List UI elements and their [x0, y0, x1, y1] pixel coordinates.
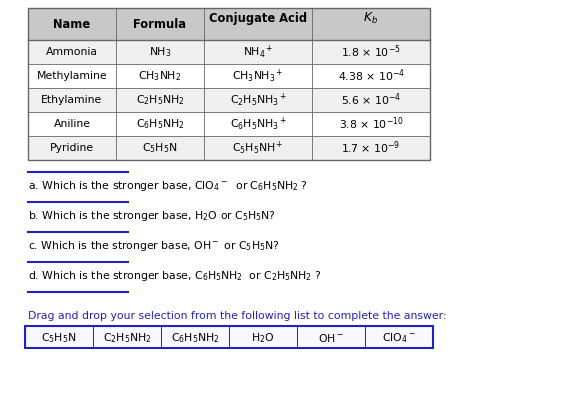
Text: 5.6 × 10$^{-4}$: 5.6 × 10$^{-4}$ [341, 92, 401, 108]
Text: Conjugate Acid: Conjugate Acid [209, 12, 307, 25]
Text: c. Which is the stronger base, OH$^-$ or C$_5$H$_5$N?: c. Which is the stronger base, OH$^-$ or… [28, 239, 279, 253]
Bar [28, 8, 430, 40]
Text: C$_2$H$_5$NH$_2$: C$_2$H$_5$NH$_2$ [103, 331, 151, 345]
Text: ClO$_4$$^-$: ClO$_4$$^-$ [382, 331, 416, 345]
Bar [28, 136, 430, 160]
Text: Methylamine: Methylamine [37, 71, 107, 81]
Text: OH$^-$: OH$^-$ [318, 332, 344, 344]
Text: 3.8 × 10$^{-10}$: 3.8 × 10$^{-10}$ [339, 116, 403, 132]
Text: C$_5$H$_5$N: C$_5$H$_5$N [142, 141, 178, 155]
Text: 4.38 × 10$^{-4}$: 4.38 × 10$^{-4}$ [338, 68, 404, 84]
Text: CH$_3$NH$_2$: CH$_3$NH$_2$ [138, 69, 181, 83]
Text: b. Which is the stronger base, H$_2$O or C$_5$H$_5$N?: b. Which is the stronger base, H$_2$O or… [28, 209, 276, 223]
Bar [25, 326, 433, 348]
Text: Pyridine: Pyridine [50, 143, 94, 153]
Text: C$_6$H$_5$NH$_2$: C$_6$H$_5$NH$_2$ [171, 331, 219, 345]
Text: Formula: Formula [134, 17, 187, 30]
Text: a. Which is the stronger base, ClO$_4$$^-$  or C$_6$H$_5$NH$_2$ ?: a. Which is the stronger base, ClO$_4$$^… [28, 179, 308, 193]
Text: 1.7 × 10$^{-9}$: 1.7 × 10$^{-9}$ [342, 140, 400, 156]
Text: C$_2$H$_5$NH$_2$: C$_2$H$_5$NH$_2$ [136, 93, 184, 107]
Bar [28, 8, 430, 160]
Bar [28, 112, 430, 136]
Text: Drag and drop your selection from the following list to complete the answer:: Drag and drop your selection from the fo… [28, 311, 447, 321]
Text: NH$_4$$^+$: NH$_4$$^+$ [243, 43, 273, 61]
Text: Name: Name [53, 17, 91, 30]
Text: Aniline: Aniline [53, 119, 91, 129]
Text: C$_5$H$_5$NH$^+$: C$_5$H$_5$NH$^+$ [232, 139, 284, 156]
Text: C$_5$H$_5$N: C$_5$H$_5$N [41, 331, 77, 345]
Text: 1.8 × 10$^{-5}$: 1.8 × 10$^{-5}$ [341, 44, 401, 60]
Bar [28, 88, 430, 112]
Text: C$_6$H$_5$NH$_3$$^+$: C$_6$H$_5$NH$_3$$^+$ [229, 116, 286, 133]
Text: Ethylamine: Ethylamine [41, 95, 103, 105]
Text: C$_6$H$_5$NH$_2$: C$_6$H$_5$NH$_2$ [136, 117, 184, 131]
Text: $K_b$: $K_b$ [364, 11, 378, 26]
Text: H$_2$O: H$_2$O [252, 331, 275, 345]
Text: d. Which is the stronger base, C$_6$H$_5$NH$_2$  or C$_2$H$_5$NH$_2$ ?: d. Which is the stronger base, C$_6$H$_5… [28, 269, 321, 283]
Text: Ammonia: Ammonia [46, 47, 98, 57]
Text: CH$_3$NH$_3$$^+$: CH$_3$NH$_3$$^+$ [232, 67, 284, 84]
Bar [28, 64, 430, 88]
Text: C$_2$H$_5$NH$_3$$^+$: C$_2$H$_5$NH$_3$$^+$ [229, 92, 286, 109]
Text: NH$_3$: NH$_3$ [149, 45, 171, 59]
Bar [28, 40, 430, 64]
